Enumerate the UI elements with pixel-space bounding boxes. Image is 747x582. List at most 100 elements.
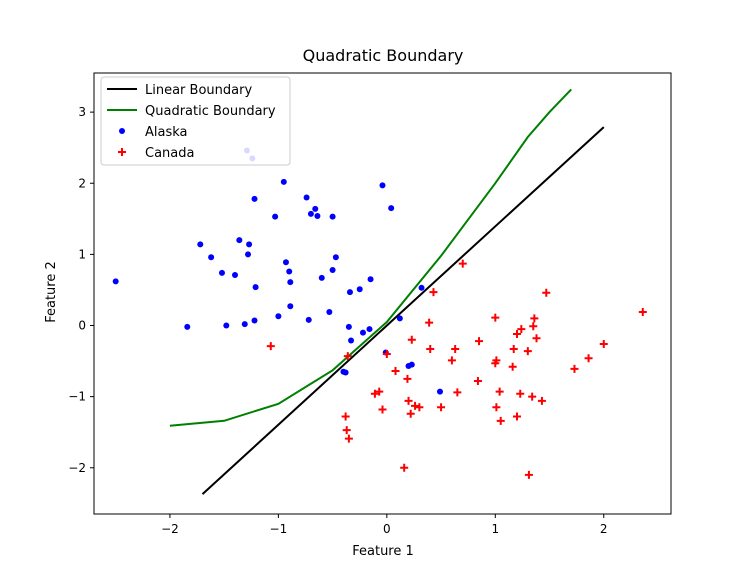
data-point-alaska <box>329 267 336 274</box>
plot-area <box>112 88 647 495</box>
data-point-alaska <box>314 212 321 219</box>
data-point-alaska <box>197 241 204 248</box>
data-point-canada <box>375 387 384 396</box>
data-point-alaska <box>252 284 259 291</box>
y-tick-label: −1 <box>68 390 86 404</box>
series-line-quadratic-boundary <box>169 88 572 427</box>
data-point-alaska <box>379 182 386 189</box>
data-point-alaska <box>287 303 294 310</box>
data-point-canada <box>532 334 541 343</box>
data-point-alaska <box>184 323 191 330</box>
data-point-alaska <box>326 308 333 315</box>
data-point-alaska <box>275 313 282 320</box>
data-point-canada <box>451 344 460 353</box>
data-point-canada <box>523 347 532 356</box>
data-point-alaska <box>342 369 349 376</box>
data-point-alaska <box>388 205 395 212</box>
data-point-canada <box>378 405 387 414</box>
data-point-alaska <box>332 254 339 261</box>
x-tick-label: 0 <box>383 522 391 536</box>
data-point-alaska <box>246 241 253 248</box>
data-point-canada <box>495 387 504 396</box>
legend-handle-canada <box>118 148 126 156</box>
data-point-canada <box>341 412 350 421</box>
data-point-alaska <box>312 205 319 212</box>
data-point-canada <box>429 288 438 297</box>
data-point-canada <box>508 362 517 371</box>
data-point-alaska <box>112 278 119 285</box>
data-point-canada <box>475 337 484 346</box>
data-point-canada <box>453 388 462 397</box>
x-tick-label: −2 <box>161 522 179 536</box>
data-point-alaska <box>303 194 310 201</box>
data-point-alaska <box>223 322 230 329</box>
legend-label-canada: Canada <box>145 146 194 161</box>
data-point-canada <box>570 364 579 373</box>
data-point-canada <box>530 314 539 323</box>
data-point-canada <box>407 335 416 344</box>
data-point-canada <box>512 412 521 421</box>
legend-label-alaska: Alaska <box>145 125 188 140</box>
data-point-alaska <box>236 237 243 244</box>
data-point-canada <box>509 344 518 353</box>
data-point-alaska <box>218 269 225 276</box>
x-tick-label: 1 <box>491 522 499 536</box>
data-point-canada <box>516 389 525 398</box>
data-layer <box>112 88 647 495</box>
data-point-alaska <box>366 326 373 333</box>
data-point-alaska <box>286 268 293 275</box>
axes: −2 −1 0 1 2 −2 −1 0 1 2 3 <box>68 72 672 536</box>
data-point-canada <box>584 354 593 363</box>
data-point-alaska <box>346 289 353 296</box>
data-point-canada <box>529 322 538 331</box>
series-line-linear-boundary <box>201 126 605 495</box>
data-point-canada <box>537 396 546 405</box>
data-point-canada <box>517 325 526 334</box>
data-point-alaska <box>251 317 258 324</box>
data-point-canada <box>492 356 501 365</box>
data-point-canada <box>491 313 500 322</box>
data-point-alaska <box>272 213 279 220</box>
data-point-alaska <box>356 286 363 293</box>
data-point-canada <box>599 340 608 349</box>
data-point-alaska <box>251 195 258 202</box>
data-point-canada <box>343 352 352 361</box>
x-axis-label: Feature 1 <box>352 544 414 559</box>
data-point-canada <box>391 367 400 376</box>
data-point-canada <box>524 470 533 479</box>
legend-label-linear-boundary: Linear Boundary <box>145 83 252 98</box>
data-point-alaska <box>287 279 294 286</box>
legend-handle-alaska <box>119 128 125 134</box>
data-point-canada <box>473 376 482 385</box>
data-point-alaska <box>280 178 287 185</box>
data-point-canada <box>447 356 456 365</box>
data-point-canada <box>400 463 409 472</box>
y-tick-label: 3 <box>78 105 86 119</box>
data-point-alaska <box>231 272 238 279</box>
data-point-canada <box>528 392 537 401</box>
data-point-canada <box>415 403 424 412</box>
data-point-canada <box>458 259 467 268</box>
y-tick-label: 2 <box>78 176 86 190</box>
data-point-canada <box>411 401 420 410</box>
legend-label-quadratic-boundary: Quadratic Boundary <box>145 104 276 119</box>
data-point-canada <box>266 342 275 351</box>
data-point-canada <box>406 409 415 418</box>
legend-box <box>100 76 291 166</box>
data-point-canada <box>403 374 412 383</box>
data-point-canada <box>344 434 353 443</box>
data-point-alaska <box>418 284 425 291</box>
y-tick-label: 1 <box>78 247 86 261</box>
data-point-alaska <box>282 259 289 266</box>
data-point-canada <box>426 344 435 353</box>
data-point-canada <box>425 318 434 327</box>
x-tick-label: 2 <box>600 522 608 536</box>
data-point-canada <box>512 330 521 339</box>
data-point-canada <box>342 426 351 435</box>
x-tick-label: −1 <box>270 522 288 536</box>
data-point-canada <box>370 389 379 398</box>
axes-frame <box>93 72 672 515</box>
data-point-alaska <box>436 388 443 395</box>
